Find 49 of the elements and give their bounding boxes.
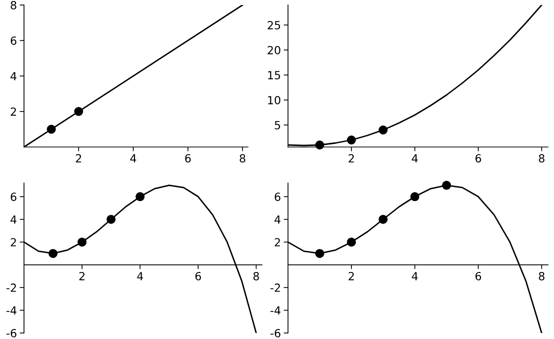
y-tick-label: 15 [268, 71, 280, 80]
point [442, 180, 452, 190]
x-tick-label: 6 [185, 154, 191, 163]
y-tick-label: 25 [268, 20, 280, 30]
y-tick-label: 8 [10, 0, 16, 10]
x-tick-label: 4 [130, 154, 136, 162]
x-tick-label: 4 [412, 154, 418, 162]
point [378, 126, 388, 134]
x-tick-label: 2 [348, 272, 354, 280]
y-tick-label: -4 [270, 306, 280, 314]
y-tick-label: -6 [6, 328, 16, 338]
x-tick-label: 8 [538, 154, 544, 163]
point [315, 140, 324, 150]
y-tick-label: 6 [10, 192, 16, 202]
point [410, 192, 420, 202]
y-tick-label: 10 [268, 96, 280, 104]
y-tick-label: 5 [274, 121, 280, 130]
x-tick-label: 6 [475, 272, 482, 280]
y-tick-label: 4 [10, 215, 16, 224]
point [346, 136, 356, 144]
y-tick-label: -2 [6, 284, 16, 292]
point [378, 214, 388, 224]
point [136, 192, 145, 202]
point [315, 248, 324, 258]
x-tick-label: 2 [79, 272, 84, 280]
x-tick-label: 2 [348, 154, 354, 162]
point [346, 238, 356, 247]
x-tick-label: 8 [253, 272, 259, 280]
y-tick-label: 4 [10, 72, 16, 80]
x-tick-label: 8 [240, 154, 246, 163]
y-tick-label: 6 [274, 192, 280, 202]
y-tick-label: -6 [270, 328, 280, 338]
point [78, 238, 87, 247]
x-tick-label: 4 [412, 272, 418, 280]
y-tick-label: 4 [274, 215, 280, 224]
x-tick-label: 8 [538, 272, 544, 280]
y-tick-label: 2 [10, 238, 16, 246]
y-tick-label: -2 [270, 284, 280, 292]
point [48, 248, 58, 258]
y-tick-label: 2 [274, 238, 280, 246]
y-tick-label: -4 [6, 306, 16, 314]
x-tick-label: 4 [137, 272, 144, 280]
point [106, 214, 116, 224]
y-tick-label: 2 [10, 107, 16, 116]
y-tick-label: 6 [10, 36, 16, 45]
x-tick-label: 6 [475, 154, 482, 163]
y-tick-label: 20 [268, 46, 280, 54]
x-tick-label: 2 [76, 154, 82, 162]
x-tick-label: 6 [195, 272, 201, 280]
